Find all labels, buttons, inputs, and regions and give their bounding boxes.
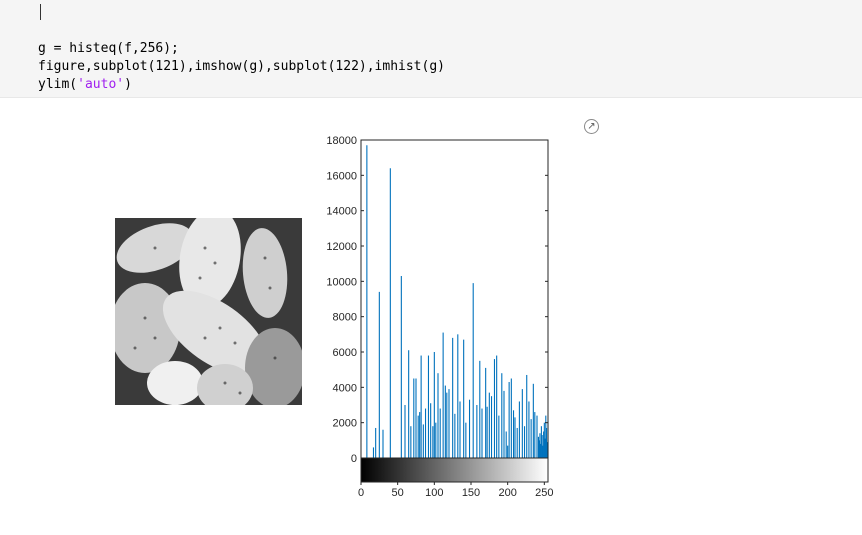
equalized-image (115, 218, 302, 405)
code-editor[interactable]: g = histeq(f,256); figure,subplot(121),im… (38, 40, 445, 94)
code-token: ylim( (38, 77, 78, 92)
code-cell[interactable]: g = histeq(f,256); figure,subplot(121),im… (0, 0, 862, 98)
code-line: ylim('auto') (38, 76, 445, 94)
code-line: figure,subplot(121),imshow(g),subplot(12… (38, 58, 445, 76)
code-line: g = histeq(f,256); (38, 40, 445, 58)
code-string: 'auto' (77, 77, 125, 92)
code-token: g = histeq(f,256); (38, 41, 179, 56)
text-cursor (40, 4, 41, 20)
popout-arrow-icon[interactable]: ↗ (584, 119, 599, 134)
code-token: ) (124, 77, 132, 92)
code-token: figure,subplot(121),imshow(g),subplot(12… (38, 59, 445, 74)
